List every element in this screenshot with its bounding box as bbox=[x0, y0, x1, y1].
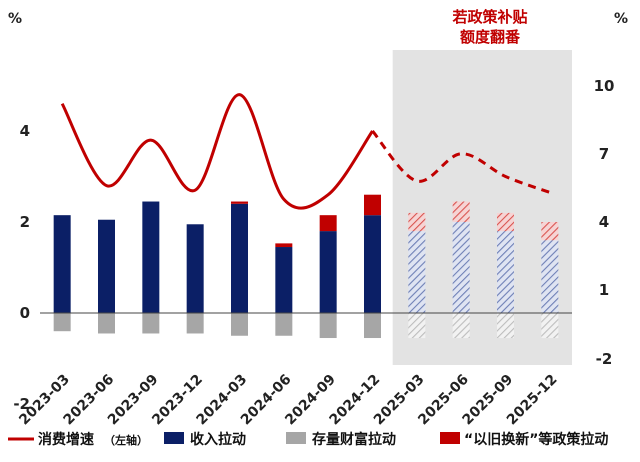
wealth-bar bbox=[53, 313, 71, 332]
left-tick-label: 4 bbox=[20, 122, 30, 140]
income-bar bbox=[319, 231, 337, 313]
right-tick-label: 4 bbox=[599, 213, 609, 231]
legend-swatch-box bbox=[440, 432, 460, 444]
annotation-line-2: 额度翻番 bbox=[460, 28, 521, 46]
right-tick-label: 1 bbox=[599, 281, 609, 299]
right-axis-unit: % bbox=[614, 11, 628, 27]
wealth-bar bbox=[231, 313, 248, 336]
wealth-bar bbox=[186, 313, 204, 334]
income-bar bbox=[452, 222, 470, 313]
income-bar bbox=[231, 203, 248, 313]
income-bar bbox=[98, 219, 115, 313]
income-bar bbox=[497, 231, 514, 313]
policy-bar bbox=[231, 201, 248, 204]
policy-bar bbox=[452, 201, 470, 222]
left-tick-label: 0 bbox=[20, 304, 30, 322]
legend-label: 消费增速 bbox=[38, 431, 94, 448]
policy-bar bbox=[497, 212, 514, 232]
income-bar bbox=[408, 231, 426, 313]
right-tick-label: 7 bbox=[599, 145, 609, 163]
legend-label: 存量财富拉动 bbox=[312, 431, 396, 448]
wealth-bar bbox=[497, 313, 514, 339]
right-tick-label: -2 bbox=[596, 350, 613, 368]
wealth-bar bbox=[452, 313, 470, 339]
right-tick-label: 10 bbox=[594, 77, 615, 95]
income-bar bbox=[186, 224, 204, 313]
wealth-bar bbox=[142, 313, 160, 334]
income-bar bbox=[275, 247, 293, 313]
legend-label: “以旧换新”等政策拉动 bbox=[464, 431, 608, 448]
left-tick-label: 2 bbox=[20, 213, 30, 231]
income-bar bbox=[364, 215, 381, 313]
wealth-bar bbox=[364, 313, 381, 339]
income-bar bbox=[53, 215, 71, 313]
legend-swatch-box bbox=[164, 432, 184, 444]
left-tick-label: -2 bbox=[13, 395, 30, 413]
wealth-bar bbox=[408, 313, 426, 339]
wealth-bar bbox=[541, 313, 559, 339]
policy-bar bbox=[364, 194, 381, 216]
wealth-bar bbox=[275, 313, 293, 336]
legend-label: 收入拉动 bbox=[190, 431, 246, 448]
income-bar bbox=[142, 201, 160, 313]
consumption-line-actual bbox=[60, 93, 374, 210]
policy-bar bbox=[408, 212, 426, 232]
wealth-bar bbox=[319, 313, 337, 339]
legend-note: （左轴） bbox=[104, 433, 148, 447]
legend-swatch-box bbox=[286, 432, 306, 444]
policy-bar bbox=[319, 215, 337, 232]
policy-bar bbox=[275, 243, 293, 248]
consumption-line-projected bbox=[371, 130, 551, 194]
policy-bar bbox=[541, 222, 559, 241]
annotation-line-1: 若政策补贴 bbox=[451, 8, 527, 26]
wealth-bar bbox=[98, 313, 115, 334]
income-bar bbox=[541, 240, 559, 313]
left-axis-unit: % bbox=[8, 11, 22, 27]
